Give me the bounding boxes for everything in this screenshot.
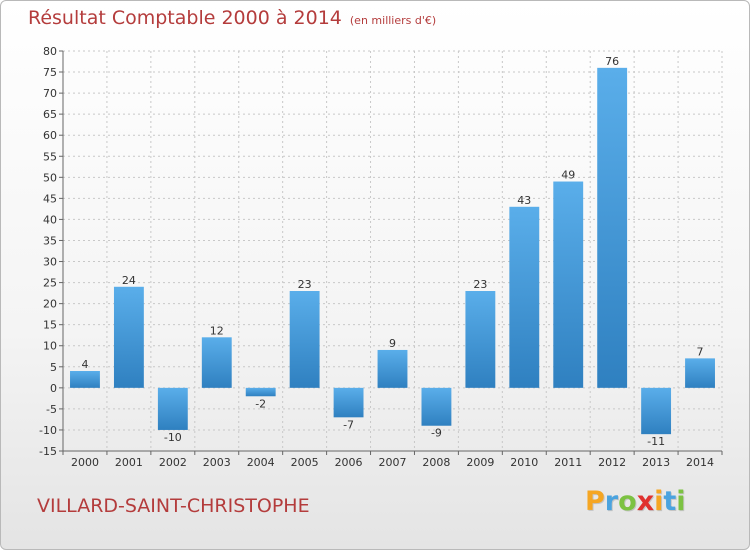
place-name: VILLARD-SAINT-CHRISTOPHE: [37, 495, 310, 517]
bar[interactable]: [465, 291, 496, 388]
data-label: -7: [343, 418, 354, 431]
y-tick-label: 75: [43, 66, 57, 79]
y-tick-label: -15: [39, 445, 57, 458]
bar[interactable]: [157, 387, 188, 430]
y-tick-label: -10: [39, 424, 57, 437]
data-label: 7: [697, 345, 704, 358]
x-tick-label: 2005: [291, 456, 319, 469]
y-tick-label: -5: [46, 403, 57, 416]
bar[interactable]: [685, 358, 715, 388]
x-tick-label: 2001: [115, 456, 143, 469]
x-tick-label: 2006: [335, 456, 363, 469]
proxiti-logo[interactable]: Proxiti: [585, 486, 686, 517]
logo-letter: o: [618, 486, 637, 517]
x-tick-label: 2011: [554, 456, 582, 469]
data-label: 49: [561, 169, 575, 182]
bar[interactable]: [289, 291, 320, 388]
data-label: 23: [298, 278, 312, 291]
y-tick-label: 10: [43, 340, 57, 353]
data-labels: 4 24 -10 12 -2 23 -7 9 -9 23 43 49 76 -11 7: [81, 55, 703, 448]
chart-unit: (en milliers d'€): [349, 14, 437, 27]
logo-letter: x: [636, 486, 655, 517]
y-tick-label: 25: [43, 277, 57, 290]
y-tick-label: 40: [43, 213, 57, 226]
x-tick-label: 2000: [71, 456, 99, 469]
bars: [70, 67, 715, 435]
bar[interactable]: [597, 67, 628, 388]
x-tick-label: 2014: [686, 456, 714, 469]
bar[interactable]: [421, 387, 452, 426]
bar[interactable]: [113, 286, 144, 388]
x-tick-label: 2009: [466, 456, 494, 469]
y-tick-label: 30: [43, 256, 57, 269]
data-label: 24: [122, 274, 136, 287]
x-tick-label: 2008: [422, 456, 450, 469]
y-tick-label: 0: [50, 382, 57, 395]
x-tick-label: 2002: [159, 456, 187, 469]
data-label: 76: [605, 55, 619, 68]
bar[interactable]: [553, 181, 584, 388]
bar[interactable]: [201, 337, 232, 388]
y-tick-label: 65: [43, 108, 57, 121]
data-label: 4: [81, 358, 88, 371]
y-tick-label: 55: [43, 150, 57, 163]
chart-title: Résultat Comptable 2000 à 2014 (en millie…: [28, 7, 436, 29]
logo-letter: t: [663, 486, 677, 517]
data-label: -2: [255, 397, 266, 410]
logo-letter: r: [604, 486, 619, 517]
x-tick-label: 2012: [598, 456, 626, 469]
data-label: 9: [389, 337, 396, 350]
logo-letter: i: [654, 486, 664, 517]
y-tick-label: 15: [43, 319, 57, 332]
data-label: -10: [164, 431, 182, 444]
data-label: 23: [473, 278, 487, 291]
x-tick-label: 2013: [642, 456, 670, 469]
bar[interactable]: [70, 371, 100, 388]
logo-letter: i: [676, 486, 686, 517]
data-label: 43: [517, 194, 531, 207]
bar[interactable]: [509, 206, 540, 388]
x-tick-label: 2010: [510, 456, 538, 469]
data-label: 12: [210, 324, 224, 337]
x-tick-label: 2004: [247, 456, 275, 469]
y-tick-label: 50: [43, 171, 57, 184]
bar[interactable]: [641, 387, 672, 435]
y-tick-label: 60: [43, 129, 57, 142]
bar[interactable]: [245, 387, 276, 397]
grid-lines: [62, 50, 723, 452]
y-tick-label: 80: [43, 45, 57, 58]
y-tick-label: 70: [43, 87, 57, 100]
data-label: -11: [647, 435, 665, 448]
y-tick-label: 45: [43, 192, 57, 205]
bar[interactable]: [377, 349, 408, 388]
bar[interactable]: [333, 387, 364, 418]
y-tick-label: 35: [43, 234, 57, 247]
data-label: -9: [431, 427, 442, 440]
tick-labels: -15 -10 -5 0 5 10 15 20 25 30 35 40 45 50 55 60 65 70 75 80…: [39, 45, 714, 469]
x-tick-label: 2007: [379, 456, 407, 469]
y-tick-label: 5: [50, 361, 57, 374]
x-tick-label: 2003: [203, 456, 231, 469]
axes: [59, 50, 723, 455]
chart-title-text: Résultat Comptable 2000 à 2014: [28, 7, 342, 29]
logo-letter: P: [585, 486, 605, 517]
y-tick-label: 20: [43, 298, 57, 311]
